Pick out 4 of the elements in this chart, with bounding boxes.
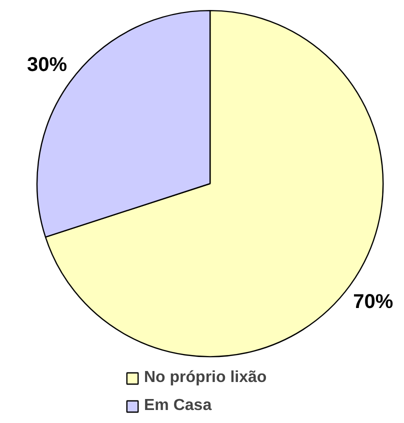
data-label: 30%	[26, 54, 68, 76]
legend-label: No próprio lixão	[144, 369, 267, 387]
legend-label: Em Casa	[144, 397, 212, 415]
data-label: 70%	[353, 291, 394, 314]
